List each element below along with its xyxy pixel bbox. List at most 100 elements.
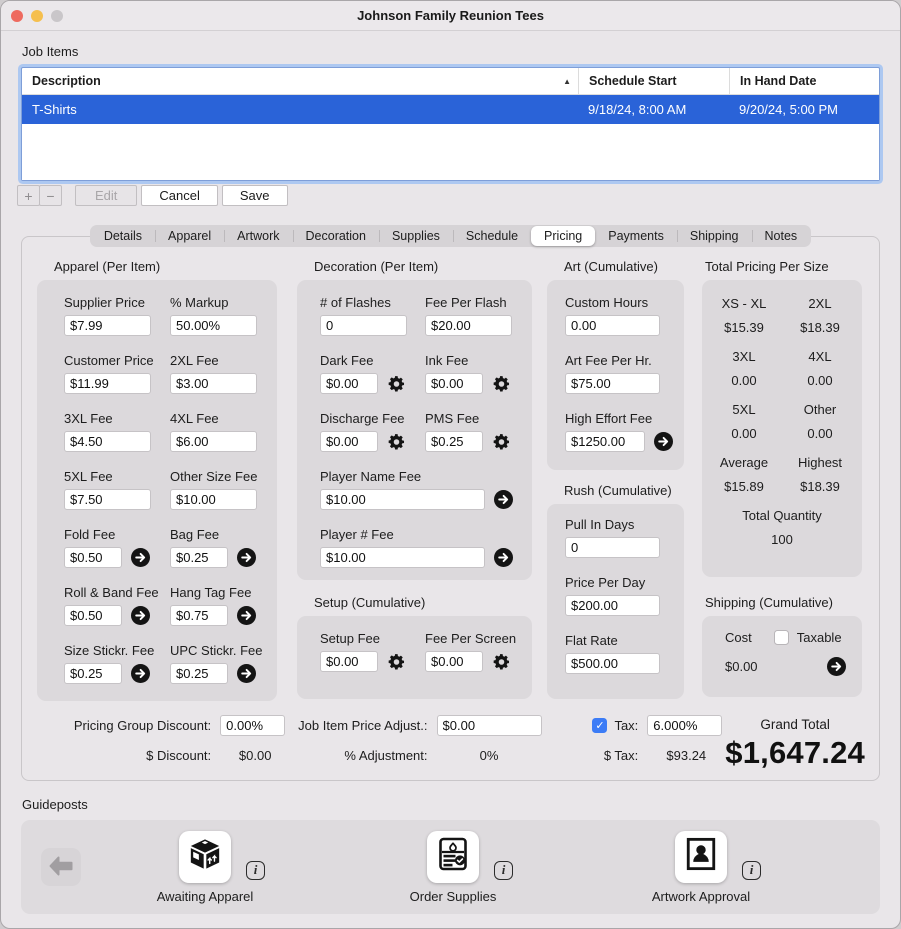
remove-row-button[interactable]: − bbox=[39, 185, 62, 206]
close-button[interactable] bbox=[11, 9, 23, 22]
roll-band-fee-input[interactable] bbox=[64, 605, 122, 626]
pull-in-days-input[interactable] bbox=[565, 537, 660, 558]
custom-hours-input[interactable] bbox=[565, 315, 660, 336]
field-label: Discharge Fee bbox=[320, 411, 405, 426]
field-label: Hang Tag Fee bbox=[170, 585, 252, 600]
size-sticker-fee-input[interactable] bbox=[64, 663, 122, 684]
go-arrow-icon[interactable] bbox=[827, 656, 846, 676]
job-items-label: Job Items bbox=[22, 44, 79, 59]
go-arrow-icon[interactable] bbox=[494, 548, 513, 568]
fee-per-flash-input[interactable] bbox=[425, 315, 512, 336]
high-effort-fee-input[interactable] bbox=[565, 431, 645, 452]
tab-decoration[interactable]: Decoration bbox=[292, 226, 379, 246]
order-supplies-button[interactable] bbox=[427, 830, 479, 883]
gear-icon[interactable] bbox=[387, 432, 406, 452]
table-row[interactable]: T-Shirts 9/18/24, 8:00 AM 9/20/24, 5:00 … bbox=[22, 95, 879, 124]
pricing-group-discount-input[interactable] bbox=[220, 715, 286, 736]
minimize-button[interactable] bbox=[31, 9, 43, 22]
pms-fee-input[interactable] bbox=[425, 431, 483, 452]
tax-checkbox[interactable]: ✓ bbox=[592, 718, 608, 733]
field-roll-band-fee: Roll & Band Fee bbox=[64, 585, 170, 626]
tab-schedule[interactable]: Schedule bbox=[452, 226, 531, 246]
tab-supplies[interactable]: Supplies bbox=[378, 226, 453, 246]
table-actions: + − Edit Cancel Save bbox=[17, 185, 880, 206]
column-header-description[interactable]: Description ▲ bbox=[22, 68, 578, 94]
fee-5xl-input[interactable] bbox=[64, 489, 151, 510]
back-button[interactable] bbox=[41, 848, 81, 886]
discharge-fee-input[interactable] bbox=[320, 431, 378, 452]
fee-2xl-input[interactable] bbox=[170, 373, 257, 394]
go-arrow-icon[interactable] bbox=[131, 548, 150, 568]
tab-apparel[interactable]: Apparel bbox=[155, 226, 224, 246]
edit-button[interactable]: Edit bbox=[75, 185, 138, 206]
fee-per-screen-input[interactable] bbox=[425, 651, 483, 672]
num-flashes-input[interactable] bbox=[320, 315, 407, 336]
go-arrow-icon[interactable] bbox=[237, 606, 256, 626]
markup-input[interactable] bbox=[170, 315, 257, 336]
dark-fee-input[interactable] bbox=[320, 373, 378, 394]
field-label: PMS Fee bbox=[425, 411, 480, 426]
tax-rate-input[interactable] bbox=[647, 715, 723, 736]
art-group-title: Art (Cumulative) bbox=[564, 259, 658, 274]
tab-bar: Details Apparel Artwork Decoration Suppl… bbox=[89, 225, 812, 247]
info-icon[interactable]: i bbox=[494, 860, 513, 880]
framed-artwork-icon-button[interactable] bbox=[675, 830, 727, 883]
go-arrow-icon[interactable] bbox=[494, 490, 513, 510]
field-label: 5XL Fee bbox=[64, 469, 113, 484]
fold-fee-input[interactable] bbox=[64, 547, 122, 568]
bag-fee-input[interactable] bbox=[170, 547, 228, 568]
upc-sticker-fee-input[interactable] bbox=[170, 663, 228, 684]
job-item-price-adjust-input[interactable] bbox=[436, 715, 542, 736]
field-label: Fee Per Flash bbox=[425, 295, 507, 310]
go-arrow-icon[interactable] bbox=[131, 606, 150, 626]
field-art-fee-per-hr: Art Fee Per Hr. bbox=[565, 353, 684, 394]
tab-artwork[interactable]: Artwork bbox=[224, 226, 292, 246]
tab-shipping[interactable]: Shipping bbox=[676, 226, 752, 246]
tab-notes[interactable]: Notes bbox=[751, 226, 811, 246]
price-per-day-input[interactable] bbox=[565, 595, 660, 616]
taxable-checkbox[interactable] bbox=[773, 630, 789, 645]
awaiting-apparel-button[interactable] bbox=[179, 830, 231, 883]
zoom-button[interactable] bbox=[51, 9, 63, 22]
other-size-fee-input[interactable] bbox=[170, 489, 257, 510]
info-icon[interactable]: i bbox=[742, 860, 761, 880]
field-customer-price: Customer Price bbox=[64, 353, 170, 394]
supplier-price-input[interactable] bbox=[64, 315, 151, 336]
field-label: % Markup bbox=[170, 295, 229, 310]
field-label: Flat Rate bbox=[565, 633, 618, 648]
field-label: 2XL Fee bbox=[170, 353, 219, 368]
column-header-in-hand-date[interactable]: In Hand Date bbox=[729, 68, 879, 94]
tab-details[interactable]: Details bbox=[103, 229, 143, 243]
add-row-button[interactable]: + bbox=[17, 185, 40, 206]
flat-rate-input[interactable] bbox=[565, 653, 660, 674]
player-name-fee-input[interactable] bbox=[320, 489, 485, 510]
tax-amount-value: $93.24 bbox=[666, 748, 707, 763]
cancel-button[interactable]: Cancel bbox=[141, 185, 218, 206]
ink-fee-input[interactable] bbox=[425, 373, 483, 394]
go-arrow-icon[interactable] bbox=[237, 664, 256, 684]
go-arrow-icon[interactable] bbox=[131, 664, 150, 684]
gear-icon[interactable] bbox=[387, 652, 406, 672]
field-dark-fee: Dark Fee bbox=[320, 353, 425, 394]
column-header-schedule-start[interactable]: Schedule Start bbox=[578, 68, 729, 94]
art-fee-per-hr-input[interactable] bbox=[565, 373, 660, 394]
tab-payments[interactable]: Payments bbox=[608, 229, 664, 243]
setup-fee-input[interactable] bbox=[320, 651, 378, 672]
info-icon[interactable]: i bbox=[246, 860, 265, 880]
go-arrow-icon[interactable] bbox=[237, 548, 256, 568]
go-arrow-icon[interactable] bbox=[654, 432, 673, 452]
player-number-fee-input[interactable] bbox=[320, 547, 485, 568]
total-other: Other 0.00 bbox=[803, 402, 837, 441]
hang-tag-fee-input[interactable] bbox=[170, 605, 228, 626]
decoration-group-box: # of Flashes Fee Per Flash Dark Fee bbox=[297, 280, 532, 580]
tab-pricing[interactable]: Pricing bbox=[531, 226, 596, 246]
discount-cluster: Pricing Group Discount: $ Discount: $0.0… bbox=[51, 715, 290, 763]
gear-icon[interactable] bbox=[492, 374, 511, 394]
gear-icon[interactable] bbox=[492, 652, 511, 672]
gear-icon[interactable] bbox=[492, 432, 511, 452]
fee-4xl-input[interactable] bbox=[170, 431, 257, 452]
customer-price-input[interactable] bbox=[64, 373, 151, 394]
fee-3xl-input[interactable] bbox=[64, 431, 151, 452]
save-button[interactable]: Save bbox=[221, 185, 288, 206]
gear-icon[interactable] bbox=[387, 374, 406, 394]
